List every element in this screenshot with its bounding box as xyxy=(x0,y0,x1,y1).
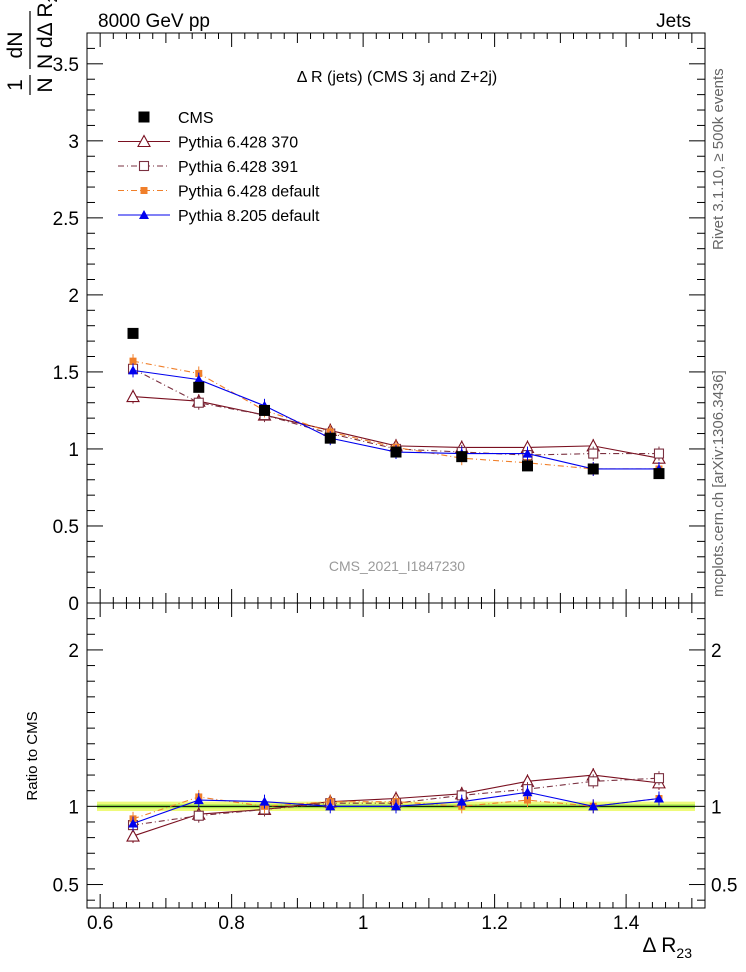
main-y-axis-label: 1 N dN N dΔ R23 xyxy=(4,0,60,95)
ratio-y-tick-label-right: 2 xyxy=(711,641,722,662)
ratio-point-pythia-8-205-default xyxy=(259,796,270,806)
ratio-y-tick-label: 2 xyxy=(68,641,79,662)
main-y-tick-label: 2.5 xyxy=(53,209,79,230)
legend-marker xyxy=(139,210,149,219)
ratio-y-tick-label-right: 0.5 xyxy=(711,876,737,897)
point-pythia-6-428-391 xyxy=(193,397,204,408)
ratio-y-tick-label: 0.5 xyxy=(53,876,79,897)
point-pythia-6-428-391 xyxy=(653,448,665,459)
main-plot xyxy=(126,327,666,480)
legend-marker xyxy=(137,134,151,148)
point-pythia-6-428-391 xyxy=(588,448,599,459)
legend-label: Pythia 8.205 default xyxy=(178,208,320,225)
ratio-point-pythia-8-205-default xyxy=(325,801,336,811)
legend-marker xyxy=(138,111,150,123)
mcplots-label: mcplots.cern.ch [arXiv:1306.3436] xyxy=(710,370,727,597)
analysis-watermark: CMS_2021_I1847230 xyxy=(329,558,465,574)
ratio-point-pythia-6-428-391 xyxy=(653,773,665,784)
x-tick-label: 0.8 xyxy=(218,913,244,934)
ratio-y-tick-label-right: 1 xyxy=(711,797,722,818)
main-y-tick-label: 3.5 xyxy=(53,55,79,76)
point-pythia-8-205-default xyxy=(193,374,204,384)
point-pythia-8-205-default xyxy=(128,365,139,375)
ratio-point-pythia-8-205-default xyxy=(193,795,204,805)
ratio-y-axis-label: Ratio to CMS xyxy=(24,711,41,800)
ratio-point-pythia-6-428-391 xyxy=(193,810,204,821)
legend-label: Pythia 6.428 default xyxy=(178,184,320,201)
legend-marker xyxy=(140,187,148,194)
point-pythia-6-428-default xyxy=(129,357,137,365)
ratio-point-pythia-8-205-default xyxy=(522,787,533,797)
ratio-frame xyxy=(86,602,706,909)
ratio-point-pythia-8-205-default xyxy=(391,801,401,811)
main-y-tick-label: 0.5 xyxy=(53,517,79,538)
legend: CMS Pythia 6.428 370 Pythia 6.428 391 Pythi… xyxy=(118,110,320,225)
legend-label: CMS xyxy=(178,110,214,127)
point-pythia-6-428-370 xyxy=(126,389,140,403)
main-y-tick-label: 1.5 xyxy=(53,363,79,384)
ratio-point-pythia-8-205-default xyxy=(128,818,139,828)
process-label: Jets xyxy=(656,11,691,32)
legend-marker xyxy=(138,160,150,172)
plot-frames: 0.6 0.8 1 1.2 1.4 0 0.5 1 1.5 2 2.5 3 3.5 0.5 0.5 1 1 2 2 xyxy=(53,32,737,934)
plot-title: Δ R (jets) (CMS 3j and Z+2j) xyxy=(297,69,498,86)
legend-label: Pythia 6.428 370 xyxy=(178,135,298,152)
y-label-denominator: N dΔ R23 xyxy=(34,0,60,69)
x-tick-label: 1.4 xyxy=(613,913,640,934)
x-tick-label: 1 xyxy=(358,913,369,934)
point-pythia-8-205-default xyxy=(522,448,533,458)
legend-entry: Pythia 6.428 default xyxy=(118,184,320,201)
legend-entry: Pythia 6.428 391 xyxy=(118,159,298,176)
ratio-y-tick-label: 1 xyxy=(68,797,79,818)
ratio-point-pythia-6-428-default xyxy=(523,796,531,804)
ratio-point-pythia-6-428-391 xyxy=(588,776,599,787)
main-y-tick-label: 0 xyxy=(68,594,79,615)
main-y-tick-label: 2 xyxy=(68,286,79,307)
ratio-point-pythia-6-428-370 xyxy=(126,828,140,842)
ratio-plot xyxy=(97,767,695,844)
ratio-point-pythia-8-205-default xyxy=(588,801,599,811)
y-label-prefix-den: N xyxy=(34,77,57,92)
main-y-tick-label: 1 xyxy=(68,440,79,461)
legend-label: Pythia 6.428 391 xyxy=(178,159,298,176)
ratio-point-pythia-8-205-default xyxy=(456,796,467,806)
point-cms xyxy=(587,463,599,475)
ratio-point-pythia-8-205-default xyxy=(653,793,664,803)
series-line-pythia-6-428-default xyxy=(132,360,659,470)
point-cms xyxy=(193,381,205,393)
x-tick-label: 0.6 xyxy=(87,913,113,934)
legend-entry: Pythia 6.428 370 xyxy=(118,134,298,152)
rivet-label: Rivet 3.1.10, ≥ 500k events xyxy=(710,68,727,250)
point-cms xyxy=(127,327,139,339)
point-cms xyxy=(456,451,468,463)
point-cms xyxy=(390,446,402,458)
y-label-prefix: 1 xyxy=(4,79,27,91)
point-cms xyxy=(653,468,665,480)
point-cms xyxy=(259,404,271,416)
legend-entry: CMS xyxy=(138,110,214,127)
x-axis-label: Δ R23 xyxy=(643,934,693,961)
x-tick-label: 1.2 xyxy=(481,913,507,934)
point-cms xyxy=(521,460,533,472)
point-cms xyxy=(324,432,336,444)
legend-entry: Pythia 8.205 default xyxy=(118,208,320,225)
main-y-tick-label: 3 xyxy=(68,132,79,153)
y-label-numerator: dN xyxy=(4,32,27,59)
energy-label: 8000 GeV pp xyxy=(98,11,210,32)
